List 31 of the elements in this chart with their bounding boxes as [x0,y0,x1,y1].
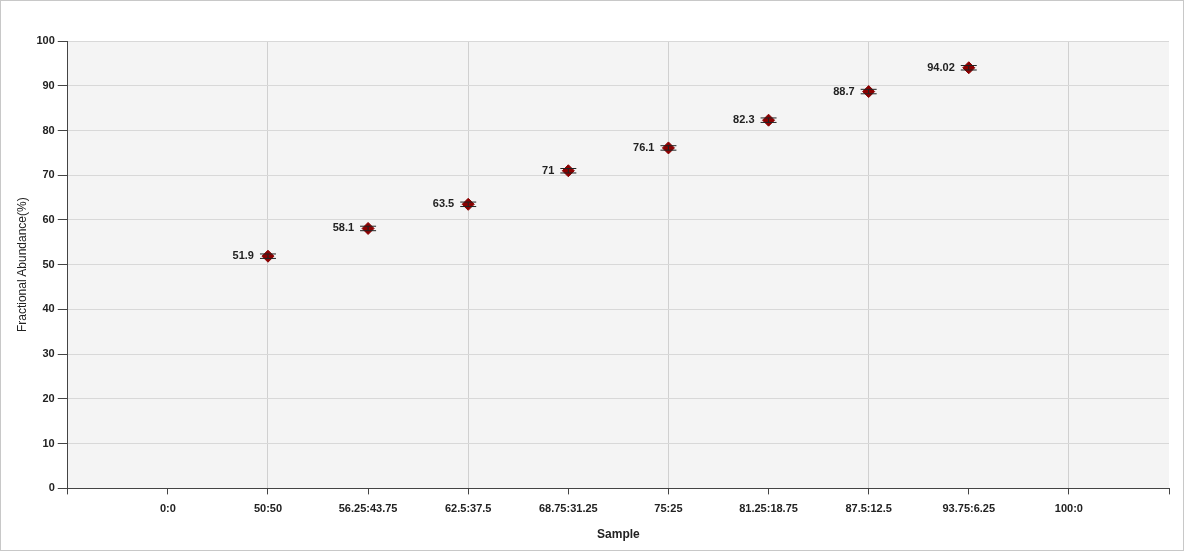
data-label: 82.3 [733,113,755,126]
y-tick-label: 20 [42,391,55,404]
x-tick-label: 81.25:18.75 [739,502,798,515]
y-tick-label: 30 [42,347,55,360]
y-tick-label: 0 [48,481,55,494]
y-tick-label: 10 [42,436,55,449]
y-tick-label: 60 [42,212,55,225]
data-label: 94.02 [927,60,955,73]
data-label: 88.7 [833,84,855,97]
y-tick-label: 70 [42,168,55,181]
x-tick-label: 50:50 [253,502,283,515]
x-tick-label: 93.75:6.25 [942,502,996,515]
x-tick-label: 62.5:37.5 [444,502,492,515]
x-tick-label: 68.75:31.25 [538,502,598,515]
data-label: 51.9 [232,249,254,262]
x-tick-label: 75:25 [654,502,683,515]
y-tick-label: 100 [36,34,55,47]
y-tick-label: 50 [42,257,55,270]
data-label: 63.5 [432,197,455,210]
y-axis-title: Fractional Abundance(%) [14,197,29,333]
y-tick-label: 40 [42,302,55,315]
x-tick-label: 87.5:12.5 [845,502,892,515]
x-tick-label: 0:0 [159,502,176,515]
data-label: 76.1 [633,140,655,153]
data-label: 58.1 [332,221,355,234]
x-axis-title: Sample [597,527,641,542]
x-tick-label: 100:0 [1054,502,1083,515]
x-tick-label: 56.25:43.75 [338,502,398,515]
y-tick-label: 90 [42,78,55,91]
y-tick-label: 80 [42,123,55,136]
data-label: 71 [542,163,555,176]
